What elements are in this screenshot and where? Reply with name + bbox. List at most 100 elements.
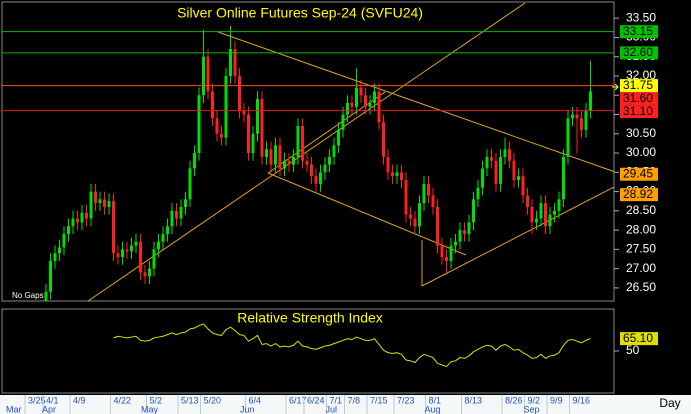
y-tick-label: 33.50 [626,10,656,24]
candle-body [553,210,556,215]
candle-body [220,133,223,138]
candle-body [431,195,435,207]
candle-body [193,153,196,169]
candle-body [508,149,511,161]
candle-body [260,99,264,157]
candle-body [98,199,102,204]
candle-body [161,233,165,242]
month-label: Apr [42,404,56,414]
candle-body [292,156,295,165]
candle-body [445,257,448,261]
candle-body [125,249,129,252]
x-tick-label: 8/26 [505,395,523,405]
x-tick-label: 6/24 [307,395,325,405]
candle-body [580,118,583,130]
y-tick-label: 26.50 [626,280,656,294]
candle-body [350,102,354,107]
month-label: Jul [326,404,338,414]
candle-body [512,160,516,181]
candle-body [467,222,471,234]
candle-body [404,180,408,215]
candle-body [562,156,565,200]
y-tick-label: 50 [626,343,640,357]
candle-body [296,126,300,157]
candle-body [409,214,412,219]
candle-body [319,172,322,184]
candle-body [130,245,133,252]
x-tick-label: 7/1 [330,395,343,405]
month-label: Sep [524,404,540,414]
candle-body [71,218,75,227]
x-tick-label: 5/20 [204,395,222,405]
x-tick-label: 9/9 [550,395,563,405]
candle-body [400,172,403,181]
y-tick-label: 27.00 [626,261,656,275]
candle-body [566,118,570,157]
candle-body [44,291,48,301]
candle-body [463,230,466,234]
candle-body [449,245,453,261]
candle-body [539,203,543,219]
candle-body [391,172,394,177]
level-label-box [620,79,658,93]
candle-body [224,75,228,138]
candle-body [310,164,313,177]
candle-body [58,247,61,254]
candle-body [206,56,210,92]
candle-body [134,241,138,246]
price-panel [1,1,615,302]
candle-body [427,183,430,196]
candle-body [544,203,547,227]
candle-body [170,210,174,227]
candle-body [269,149,273,165]
candle-body [251,133,255,154]
level-label: 33.15 [623,24,653,38]
level-label: 28.92 [623,187,653,201]
y-tick-label: 28.00 [626,222,656,236]
candle-body [332,145,336,157]
candle-body [386,156,390,173]
candle-body [242,110,246,115]
x-tick-label: 3/25 [28,395,46,405]
candle-body [76,218,79,223]
candle-body [323,164,327,173]
candle-body [499,156,502,184]
x-tick-label: 7/23 [397,395,415,405]
candle-body [377,91,381,123]
value-label-box [620,332,658,346]
candle-body [85,212,88,219]
y-tick-label: 30.50 [626,126,656,140]
candle-body [535,218,538,223]
level-label: 29.45 [623,166,653,180]
candle-body [503,149,507,157]
candle-body [575,114,579,119]
candle-body [67,226,70,234]
value-label: 65.10 [623,331,653,345]
y-tick-label: 28.50 [626,203,656,217]
candle-body [413,218,417,227]
candle-body [256,99,259,134]
candle-body [341,114,345,130]
candle-body [89,191,93,219]
candle-body [346,102,349,115]
candle-body [283,160,286,169]
candle-body [472,199,475,223]
candle-body [62,233,66,248]
candle-body [274,145,277,165]
candle-body [517,176,520,181]
month-label: Mar [6,404,22,414]
candle-body [530,206,534,223]
candle-body [247,114,250,154]
x-tick-label: 5/2 [150,395,163,405]
candle-body [184,199,187,207]
chart-title: Silver Online Futures Sep-24 (SVFU24) [177,5,423,21]
candle-body [314,176,318,184]
candle-body [418,203,421,227]
candle-body [121,249,124,258]
candle-body [481,168,484,188]
y-tick-label: 32.00 [626,68,656,82]
candle-body [278,145,282,169]
candle-body [49,260,52,292]
level-label-box [620,167,658,181]
